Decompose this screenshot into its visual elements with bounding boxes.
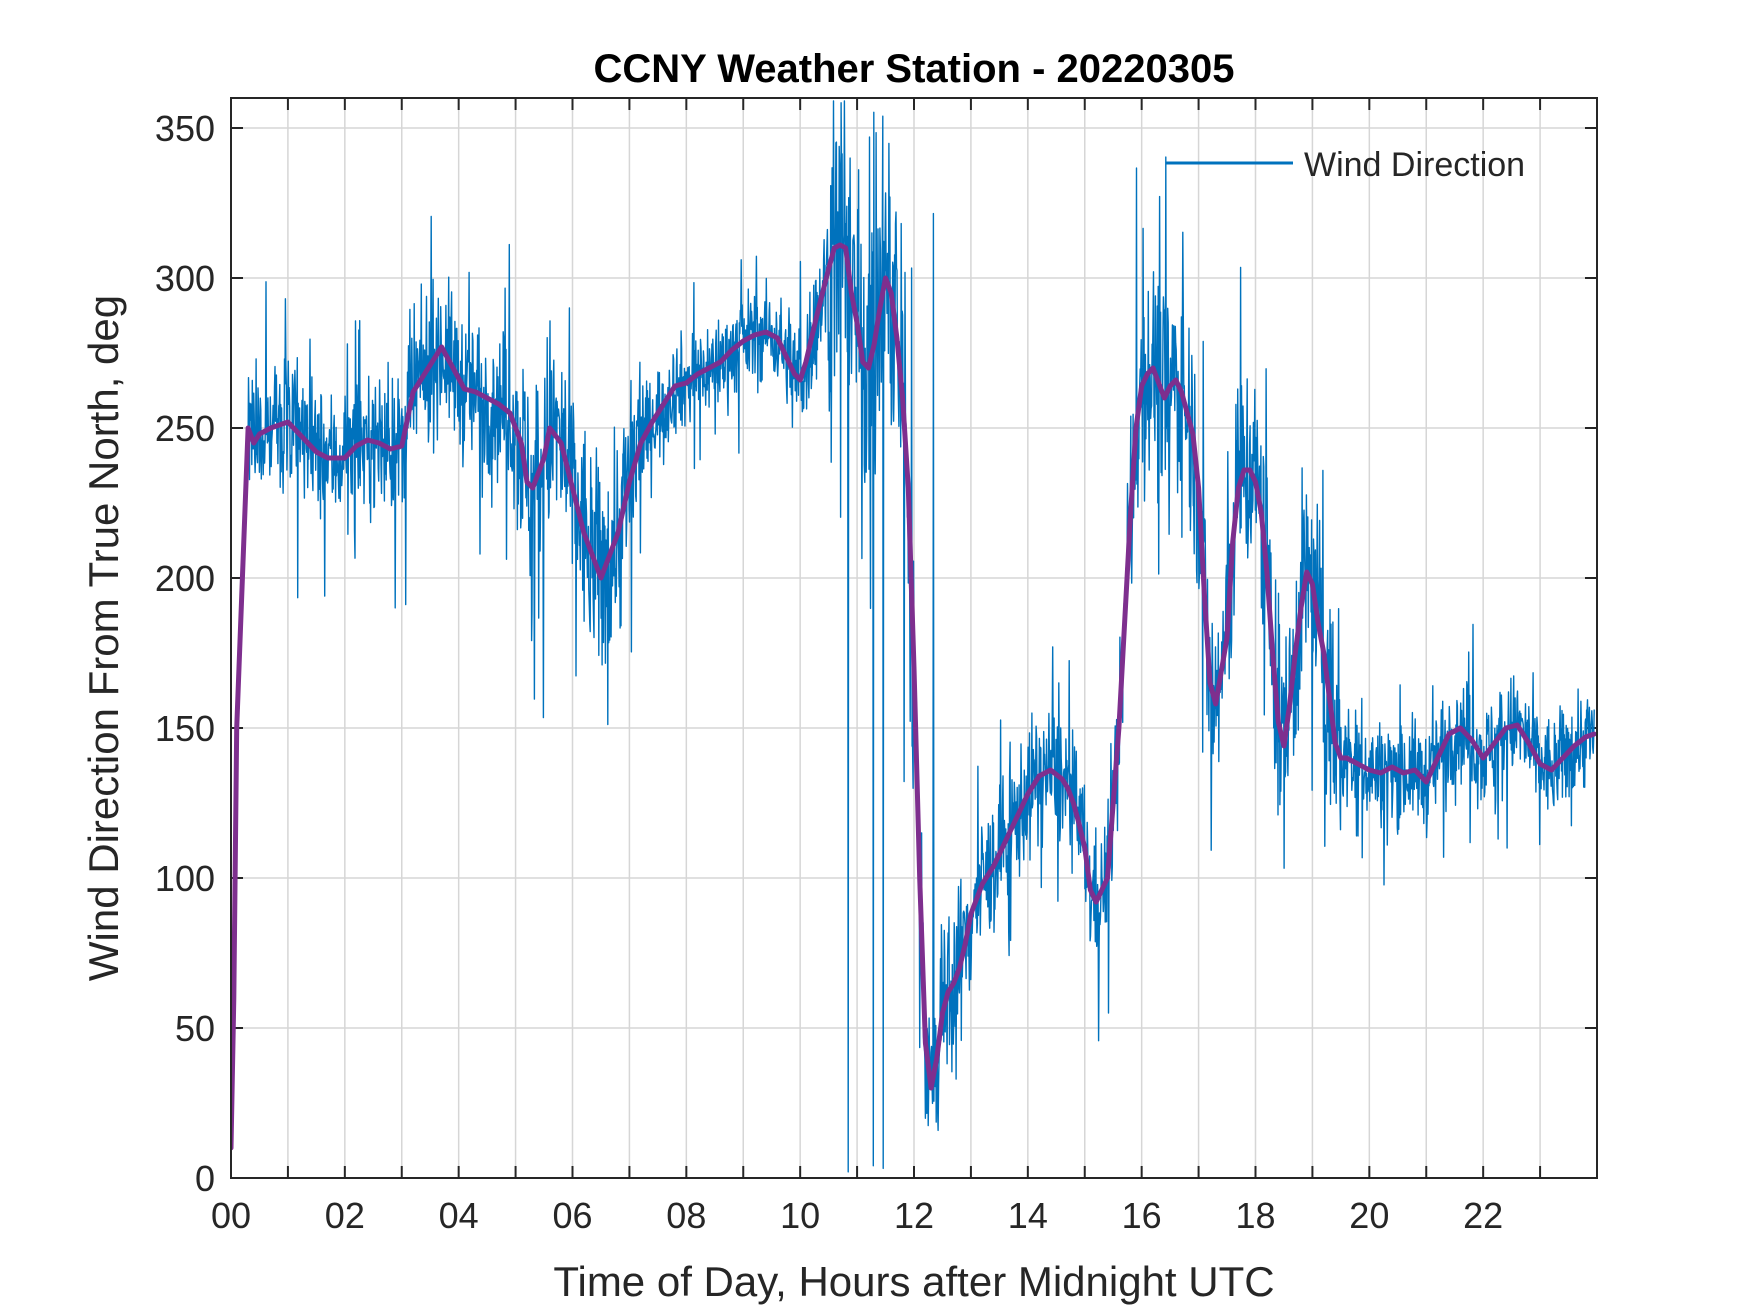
- series-line-smoothed: [231, 242, 1597, 1151]
- x-tick-label: 08: [666, 1195, 706, 1236]
- x-tick-label: 18: [1235, 1195, 1275, 1236]
- x-tick-label: 22: [1463, 1195, 1503, 1236]
- x-axis-label: Time of Day, Hours after Midnight UTC: [553, 1258, 1274, 1305]
- x-tick-label: 04: [439, 1195, 479, 1236]
- x-tick-label: 16: [1122, 1195, 1162, 1236]
- x-tick-label: 06: [552, 1195, 592, 1236]
- y-tick-label: 250: [155, 408, 215, 449]
- y-tick-labels: 0 50 100 150 200 250 300 350: [155, 108, 215, 1199]
- x-tick-label: 02: [325, 1195, 365, 1236]
- y-axis-label: Wind Direction From True North, deg: [80, 295, 127, 981]
- y-tick-label: 200: [155, 558, 215, 599]
- legend: Wind Direction: [1166, 146, 1525, 184]
- y-tick-label: 50: [175, 1008, 215, 1049]
- y-tick-label: 100: [155, 858, 215, 899]
- x-tick-label: 00: [211, 1195, 251, 1236]
- x-tick-label: 10: [780, 1195, 820, 1236]
- x-tick-label: 12: [894, 1195, 934, 1236]
- chart-title: CCNY Weather Station - 20220305: [594, 47, 1235, 91]
- series-line-raw: [231, 100, 1595, 1173]
- legend-label-wind-direction: Wind Direction: [1304, 146, 1525, 184]
- x-tick-labels: 00 02 04 06 08 10 12 14 16 18 20 22: [211, 1195, 1503, 1236]
- y-tick-label: 150: [155, 708, 215, 749]
- series-layer: [231, 100, 1597, 1173]
- x-tick-label: 20: [1349, 1195, 1389, 1236]
- y-tick-label: 350: [155, 108, 215, 149]
- x-tick-label: 14: [1008, 1195, 1048, 1236]
- plot-border: [230, 97, 1598, 1179]
- y-tick-label: 0: [195, 1158, 215, 1199]
- y-tick-label: 300: [155, 258, 215, 299]
